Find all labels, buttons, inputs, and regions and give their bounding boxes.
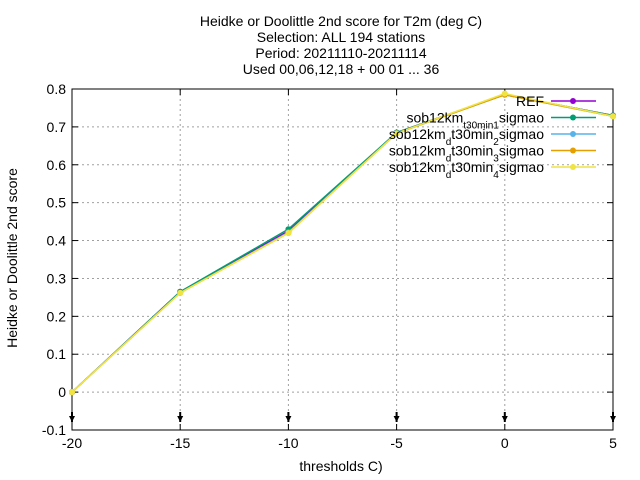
data-point <box>610 113 616 120</box>
legend-label-5: sob12kmdt30min4sigmao <box>389 159 544 181</box>
legend-swatch-point <box>570 131 576 137</box>
y-tick-label: 0.1 <box>47 346 67 362</box>
x-tick-marker <box>610 416 616 422</box>
x-tick-marker <box>69 416 75 422</box>
x-tick-marker <box>285 416 292 422</box>
legend-label-3: sob12kmdt30min2sigmao <box>389 126 544 148</box>
x-tick-marker <box>501 416 508 422</box>
y-tick-label: 0.8 <box>47 81 67 97</box>
series-line-5 <box>71 92 614 393</box>
series-lines <box>69 90 616 396</box>
data-point <box>177 289 184 296</box>
title-line: Selection: ALL 194 stations <box>257 29 425 45</box>
legend-swatch-point <box>570 114 576 121</box>
legend-swatch-point <box>570 164 576 170</box>
x-axis-label: thresholds C) <box>299 458 382 474</box>
data-point <box>393 130 400 137</box>
legend-label-4: sob12kmdt30min3sigmao <box>389 143 544 165</box>
legend-swatch-point <box>570 147 576 154</box>
legend-label-1: REF <box>516 93 544 109</box>
chart-title: Heidke or Doolittle 2nd score for T2m (d… <box>200 13 482 77</box>
x-tick-label: -5 <box>390 435 403 451</box>
x-tick-label: -20 <box>62 435 82 451</box>
x-tick-marker <box>177 416 184 422</box>
data-point <box>501 90 508 97</box>
y-tick-label: 0.5 <box>47 195 67 211</box>
data-point <box>285 229 292 236</box>
title-line: Heidke or Doolittle 2nd score for T2m (d… <box>200 13 482 29</box>
x-tick-label: 5 <box>609 435 617 451</box>
x-tick-label: 0 <box>501 435 509 451</box>
legend-swatch-point <box>570 98 576 104</box>
y-axis-label: Heidke or Doolittle 2nd score <box>4 168 20 348</box>
x-tick-label: -10 <box>278 435 298 451</box>
legend-label-2: sob12kmt30min1sigmao <box>406 110 544 132</box>
y-tick-label: 0.2 <box>47 308 67 324</box>
y-tick-label: 0.7 <box>47 119 67 135</box>
x-tick-marker <box>393 416 400 422</box>
legend: REFsob12kmt30min1sigmaosob12kmdt30min2si… <box>389 93 596 181</box>
plot-border <box>71 88 614 431</box>
y-tick-label: 0.3 <box>47 270 67 286</box>
y-tick-label: 0.4 <box>47 233 67 249</box>
x-tick-label: -15 <box>170 435 190 451</box>
y-tick-label: 0 <box>58 384 66 400</box>
axes: -0.1 0 0.1 0.2 0.3 0.4 0.5 0.6 0.7 0.8 -20 -15 -10 -5… <box>42 81 617 451</box>
y-tick-label: 0.6 <box>47 157 67 173</box>
title-line: Period: 20211110-20211114 <box>255 45 426 61</box>
title-line: Used 00,06,12,18 + 00 01 ... 36 <box>243 61 440 77</box>
y-tick-label: -0.1 <box>42 422 66 438</box>
data-point <box>69 389 75 396</box>
